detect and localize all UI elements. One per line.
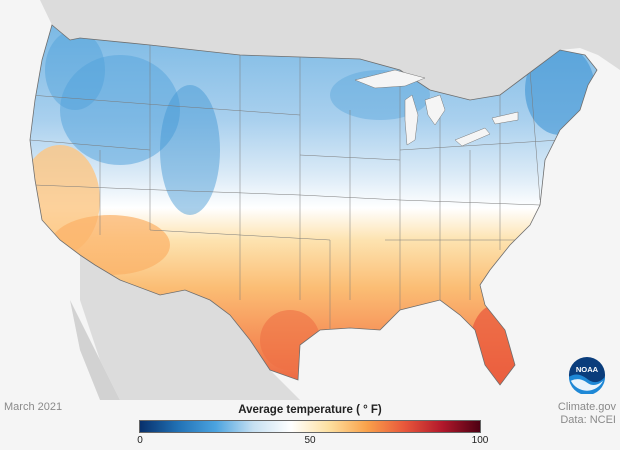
- neighbor-land: [40, 0, 620, 400]
- legend-tick-0: 0: [137, 435, 143, 446]
- legend-tick-50: 50: [304, 435, 316, 446]
- source-data: Data: NCEI: [560, 414, 616, 426]
- source-credit: Climate.gov Data: NCEI: [558, 401, 616, 427]
- noaa-logo-icon: NOAA: [568, 356, 606, 394]
- logo-text: NOAA: [576, 365, 599, 374]
- date-label: March 2021: [4, 401, 63, 413]
- legend-color-bar: [139, 420, 481, 433]
- source-site: Climate.gov: [557, 401, 616, 413]
- legend-title: Average temperature ( ° F): [238, 404, 382, 416]
- state-borders: [30, 45, 561, 330]
- legend-tick-100: 100: [471, 435, 489, 446]
- great-lakes: [354, 69, 519, 147]
- temperature-map: [29, 0, 620, 400]
